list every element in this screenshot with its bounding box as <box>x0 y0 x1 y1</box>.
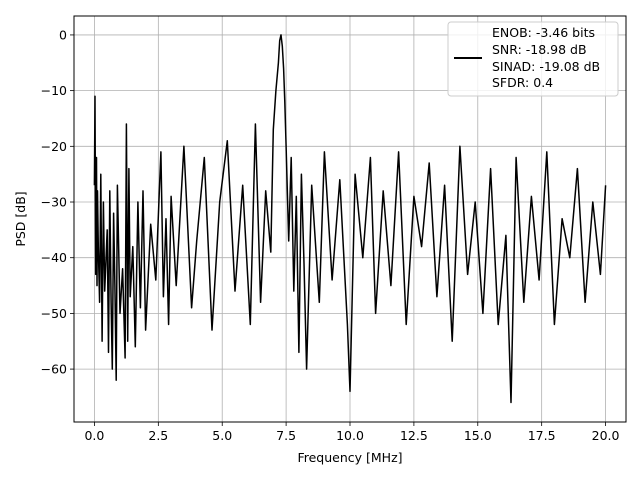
plot-content <box>93 34 607 404</box>
x-tick-label: 0.0 <box>84 428 104 443</box>
legend-entry-snr: SNR: -18.98 dB <box>492 42 587 57</box>
legend-entry-enob: ENOB: -3.46 bits <box>492 25 595 40</box>
x-tick-label: 10.0 <box>336 428 364 443</box>
legend-entry-sinad: SINAD: -19.08 dB <box>492 59 600 74</box>
y-axis-label: PSD [dB] <box>13 191 28 246</box>
legend: ENOB: -3.46 bits SNR: -18.98 dB SINAD: -… <box>447 21 619 97</box>
x-tick-label: 5.0 <box>212 428 232 443</box>
psd-series-line <box>93 34 607 404</box>
x-tick-label: 2.5 <box>148 428 168 443</box>
x-tick-label: 12.5 <box>400 428 428 443</box>
y-tick-label: −10 <box>41 83 67 98</box>
y-tick-label: −50 <box>41 306 67 321</box>
legend-entry-sfdr: SFDR: 0.4 <box>492 75 553 90</box>
y-axis: 0 −10 −20 −30 −40 −50 −60 <box>41 27 74 377</box>
x-tick-label: 15.0 <box>464 428 492 443</box>
x-tick-label: 7.5 <box>276 428 296 443</box>
y-tick-label: −60 <box>41 362 67 377</box>
y-tick-label: −30 <box>41 195 67 210</box>
y-tick-label: −20 <box>41 139 67 154</box>
legend-box <box>447 21 619 97</box>
y-tick-label: 0 <box>59 27 67 42</box>
x-tick-label: 20.0 <box>592 428 620 443</box>
grid-lines <box>74 16 626 422</box>
x-axis-label: Frequency [MHz] <box>297 450 402 465</box>
x-axis: 0.0 2.5 5.0 7.5 10.0 12.5 15.0 17.5 20.0 <box>84 422 620 443</box>
y-tick-label: −40 <box>41 250 67 265</box>
x-tick-label: 17.5 <box>528 428 556 443</box>
